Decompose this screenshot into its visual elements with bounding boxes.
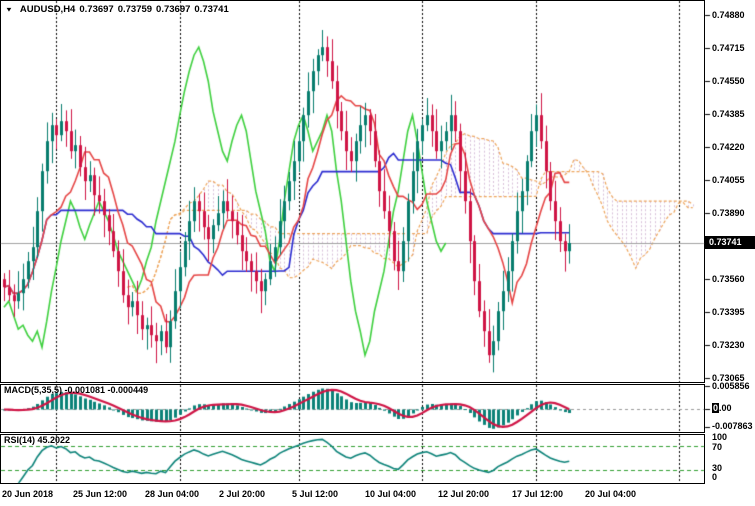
rsi-axis-0: 0 <box>712 472 718 482</box>
current-price-badge: 0.73741 <box>705 236 755 249</box>
chart-header: ▼ AUDUSD,H4 0.73697 0.73759 0.73697 0.73741 <box>5 4 233 15</box>
macd-indicator-label: MACD(5,35,5) -0.001081 -0.000449 <box>4 385 149 395</box>
ohlc-high-value: 0.73759 <box>117 4 153 15</box>
time-axis-label: 2 Jul 20:00 <box>219 489 266 499</box>
macd-zero-badge: 0 <box>712 403 720 413</box>
time-axis-label: 20 Jul 04:00 <box>585 489 637 499</box>
time-axis-label: 20 Jun 2018 <box>2 489 54 499</box>
macd-axis-zero: 0.00 <box>712 403 732 413</box>
price-axis-label: 0.74385 <box>712 109 745 119</box>
price-axis-label: 0.74550 <box>712 76 745 86</box>
rsi-axis-100: 100 <box>712 432 728 442</box>
ohlc-low-value: 0.73697 <box>156 4 191 15</box>
price-axis-label: 0.74055 <box>712 175 745 185</box>
ohlc-close-value: 0.73741 <box>194 4 229 15</box>
time-axis-label: 25 Jun 12:00 <box>73 489 128 499</box>
price-axis-label: 0.73890 <box>712 208 745 218</box>
price-axis-label: 0.74715 <box>712 43 745 53</box>
price-axis-label: 0.73395 <box>712 307 745 317</box>
macd-axis-min: -0.007863 <box>712 421 753 431</box>
symbol-label: AUDUSD,H4 <box>19 4 76 15</box>
symbol-dropdown-triangle-icon[interactable]: ▼ <box>5 5 13 14</box>
time-axis-label: 12 Jul 20:00 <box>438 489 490 499</box>
price-axis-label: 0.73560 <box>712 274 745 284</box>
price-axis-label: 0.74880 <box>712 10 745 20</box>
price-axis-label: 0.73230 <box>712 340 745 350</box>
price-axis-label: 0.73065 <box>712 373 745 383</box>
ohlc-open-value: 0.73697 <box>79 4 114 15</box>
price-axis-label: 0.74220 <box>712 142 745 152</box>
time-axis-label: 5 Jul 12:00 <box>292 489 339 499</box>
time-axis-label: 28 Jun 04:00 <box>145 489 200 499</box>
time-axis-label: 10 Jul 04:00 <box>365 489 417 499</box>
time-axis-label: 17 Jul 12:00 <box>512 489 564 499</box>
macd-zero-rest: .00 <box>719 403 732 413</box>
rsi-axis-70: 70 <box>712 442 723 452</box>
macd-axis-max: 0.005856 <box>712 381 750 391</box>
rsi-axis-30: 30 <box>712 463 723 473</box>
rsi-indicator-label: RSI(14) 45.2022 <box>4 435 71 445</box>
